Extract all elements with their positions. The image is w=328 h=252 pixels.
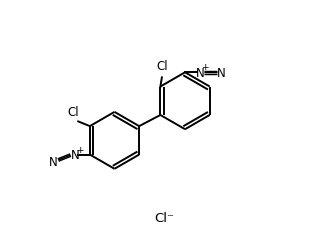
- Text: N: N: [217, 67, 226, 79]
- Text: +: +: [201, 63, 209, 72]
- Text: N: N: [71, 148, 79, 162]
- Text: N: N: [50, 156, 58, 169]
- Text: Cl: Cl: [68, 106, 79, 119]
- Text: Cl⁻: Cl⁻: [154, 211, 174, 224]
- Text: +: +: [76, 145, 84, 154]
- Text: N: N: [195, 67, 204, 79]
- Text: Cl: Cl: [156, 60, 168, 73]
